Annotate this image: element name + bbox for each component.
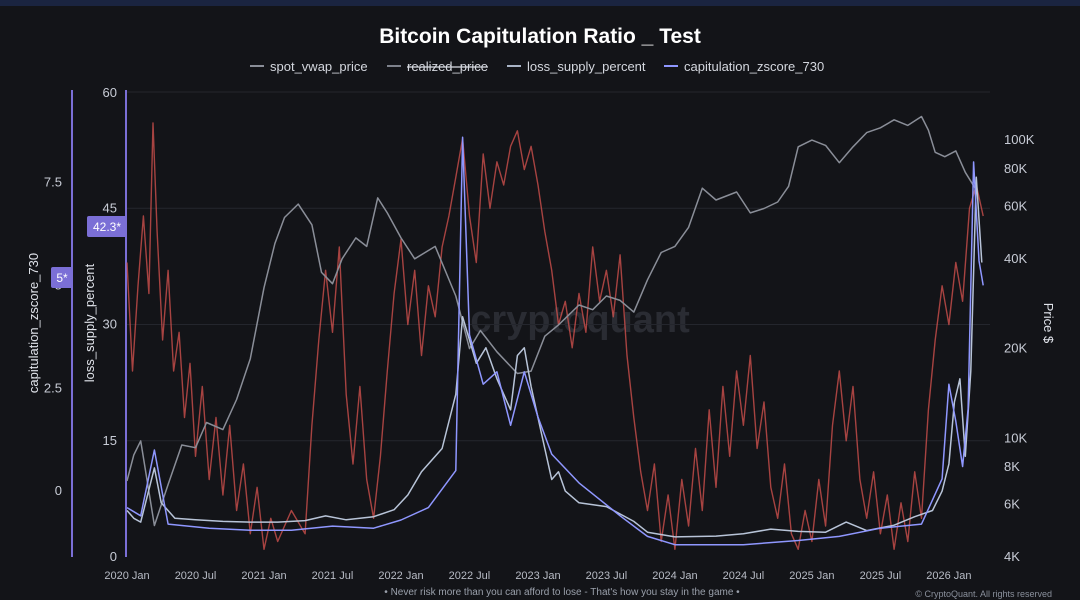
x-tick-label: 2022 Jul	[449, 570, 491, 582]
x-tick-label: 2025 Jan	[789, 570, 834, 582]
x-tick-label: 2021 Jan	[241, 570, 286, 582]
x-tick-label: 2022 Jan	[378, 570, 423, 582]
x-tick-label: 2024 Jul	[723, 570, 765, 582]
legend: spot_vwap_price realized_price loss_supply…	[250, 59, 824, 74]
series-layer	[126, 115, 984, 550]
x-tick-label: 2025 Jul	[860, 570, 902, 582]
x-tick-label: 2020 Jan	[104, 570, 149, 582]
right-tick-label: 6K	[1004, 496, 1020, 511]
right-tick-label: 10K	[1004, 430, 1027, 445]
left-axis-label: capitulation_zscore_730	[26, 253, 41, 393]
right-tick-label: 80K	[1004, 161, 1027, 176]
loss-supply-badge-text: 42.3*	[93, 220, 121, 234]
zscore-badge-bg	[51, 267, 73, 288]
left-tick-label: 7.5	[44, 175, 62, 190]
mid-tick-label: 0	[110, 549, 117, 564]
left-tick-label: 2.5	[44, 380, 62, 395]
right-tick-label: 60K	[1004, 198, 1027, 213]
mid-tick-label: 15	[103, 433, 117, 448]
zscore-badge: 5*	[51, 267, 73, 288]
x-tick-label: 2024 Jan	[652, 570, 697, 582]
left-axis-ticks: 7.552.50	[44, 175, 62, 499]
x-tick-label: 2023 Jul	[586, 570, 628, 582]
mid-tick-label: 60	[103, 85, 117, 100]
gridlines	[127, 91, 990, 442]
right-tick-label: 20K	[1004, 341, 1027, 356]
series-line-capitulation_zscore_730	[126, 136, 984, 546]
top-strip	[0, 0, 1080, 6]
loss-supply-badge: 42.3*	[87, 216, 127, 237]
loss-supply-badge-bg	[87, 216, 127, 237]
right-tick-label: 40K	[1004, 251, 1027, 266]
chart-title: Bitcoin Capitulation Ratio _ Test	[379, 25, 701, 48]
x-axis-ticks: 2020 Jan 2020 Jul 2021 Jan 2021 Jul 2022 Jan…	[104, 570, 971, 582]
mid-axis-label: loss_supply_percent	[82, 263, 97, 382]
mid-axis-bar	[125, 90, 127, 557]
mid-axis-ticks: 60 45 30 15 0	[103, 85, 117, 564]
zscore-badge-text: 5*	[56, 271, 68, 285]
series-line-capitulation_ratio_signal	[126, 122, 984, 550]
right-tick-label: 4K	[1004, 549, 1020, 564]
right-tick-label: 100K	[1004, 132, 1035, 147]
mid-tick-label: 30	[103, 317, 117, 332]
x-tick-label: 2020 Jul	[175, 570, 217, 582]
left-axis-bar	[71, 90, 73, 557]
footer-disclaimer: • Never risk more than you can afford to…	[384, 587, 740, 598]
series-line-spot_vwap_price	[126, 115, 977, 527]
right-axis-ticks: 100K 80K 60K 40K 20K 10K 8K 6K 4K	[1004, 132, 1035, 564]
legend-item-spot_vwap_price[interactable]: spot_vwap_price	[270, 59, 368, 74]
right-tick-label: 8K	[1004, 459, 1020, 474]
footer-copyright: © CryptoQuant. All rights reserved	[915, 589, 1052, 599]
legend-item-loss_supply_percent[interactable]: loss_supply_percent	[527, 59, 646, 74]
x-tick-label: 2026 Jan	[926, 570, 971, 582]
legend-item-realized_price[interactable]: realized_price	[407, 59, 488, 74]
left-tick-label: 0	[55, 483, 62, 498]
x-tick-label: 2021 Jul	[312, 570, 354, 582]
legend-item-capitulation_zscore_730[interactable]: capitulation_zscore_730	[684, 59, 824, 74]
series-line-loss_supply_percent	[126, 176, 983, 538]
right-axis-label: Price $	[1041, 303, 1056, 344]
mid-tick-label: 45	[103, 200, 117, 215]
x-tick-label: 2023 Jan	[515, 570, 560, 582]
